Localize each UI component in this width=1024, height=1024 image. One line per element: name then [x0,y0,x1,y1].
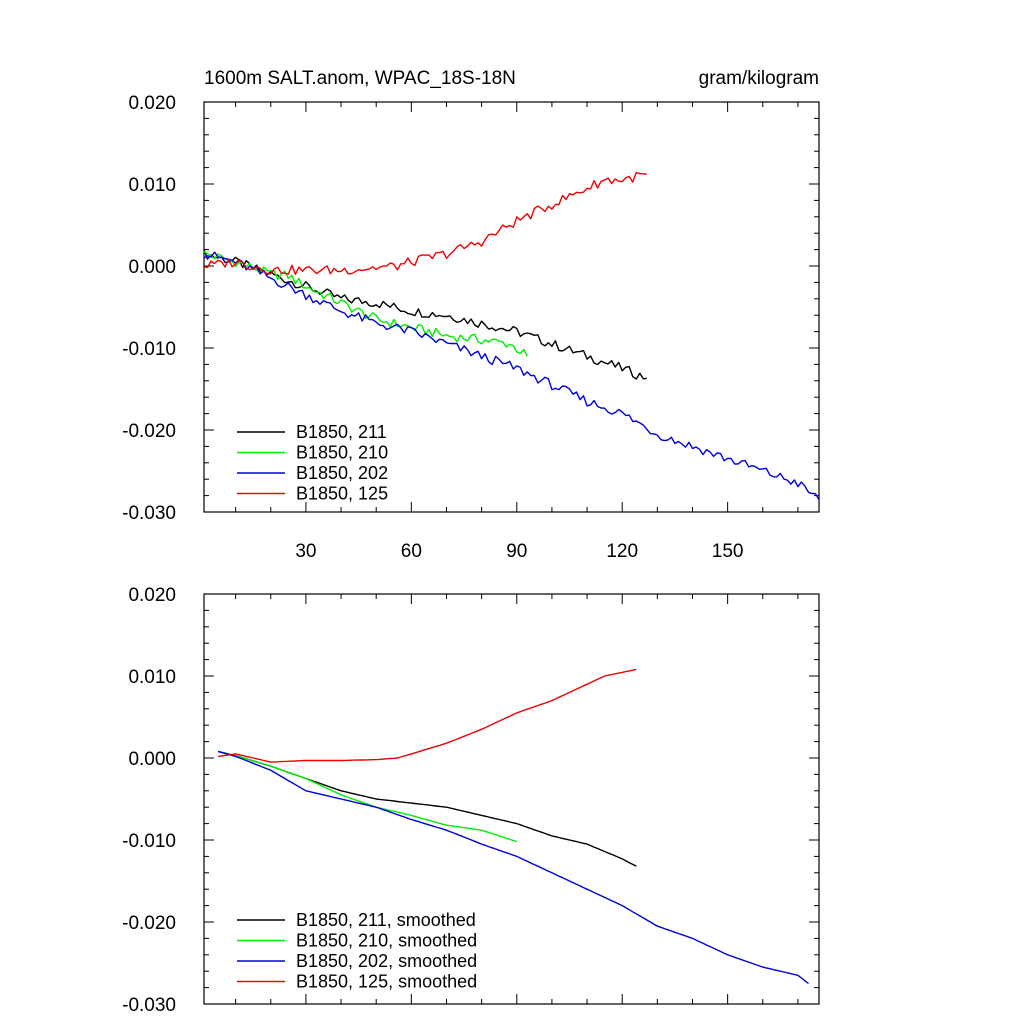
legend-label: B1850, 210, smoothed [296,931,477,951]
y-tick-label: -0.030 [122,503,176,524]
plot-frame [203,101,820,513]
units-label: gram/kilogram [699,68,819,89]
y-tick-label: 0.010 [128,175,176,196]
y-tick-label: 0.010 [128,667,176,688]
series-line-4 [218,668,637,763]
y-tick-label: -0.020 [122,421,176,442]
bottom-panel: 0.020 0.010 0.000 -0.010 -0.020 -0.030 B1850, … [122,585,820,1016]
series-line-1 [203,249,647,380]
x-tick-label: 120 [606,541,638,562]
legend-label: B1850, 125 [296,484,388,504]
plot-frame [203,593,820,1005]
y-tick-label: -0.010 [122,339,176,360]
legend-label: B1850, 211, smoothed [296,910,476,930]
x-tick-label: 30 [295,541,316,562]
y-tick-label: 0.000 [128,749,176,770]
y-tick-label: 0.000 [128,257,176,278]
x-tick-label: 90 [506,541,527,562]
series-line-3 [217,750,809,985]
y-tick-label: -0.010 [122,831,176,852]
legend-label: B1850, 125, smoothed [296,972,477,992]
y-tick-label: -0.030 [122,995,176,1016]
series-line-4 [203,171,647,275]
legend-label: B1850, 211 [296,422,387,442]
series-line-3 [203,251,820,501]
legend-label: B1850, 202 [296,463,388,483]
y-tick-label: 0.020 [128,93,176,114]
series-line-2 [217,750,518,843]
series-line-1 [217,750,637,867]
x-tick-label: 60 [401,541,422,562]
chart-title: 1600m SALT.anom, WPAC_18S-18N [204,68,516,89]
series-line-2 [203,250,528,357]
legend-label: B1850, 202, smoothed [296,951,477,971]
y-tick-label: -0.020 [122,913,176,934]
y-tick-label: 0.020 [128,585,176,606]
legend-label: B1850, 210 [296,443,388,463]
x-tick-label: 150 [712,541,744,562]
top-panel: 0.020 0.010 0.000 -0.010 -0.020 -0.030 30 60 90 1… [122,68,820,562]
